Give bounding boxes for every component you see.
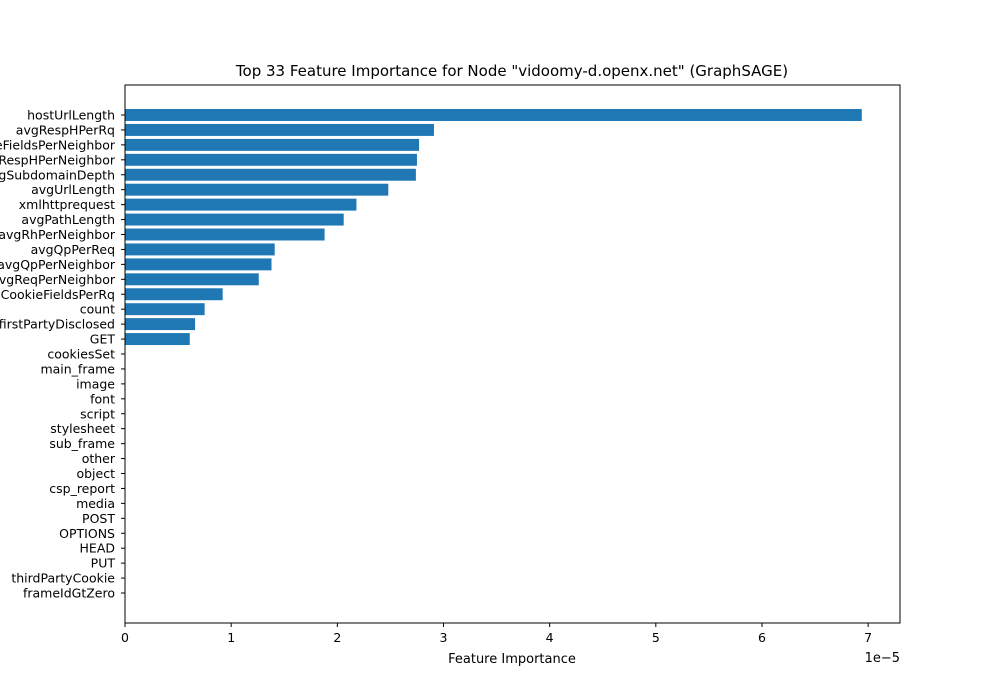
y-tick-label: script	[80, 406, 115, 421]
bar-avgReqPerNeighbor	[125, 273, 259, 286]
y-tick-label: other	[82, 451, 116, 466]
y-tick-label: count	[80, 302, 115, 317]
bar-hostUrlLength	[125, 109, 862, 121]
y-tick-label: OPTIONS	[59, 526, 115, 541]
y-tick-label: avgRespHPerRq	[16, 122, 115, 137]
bars-group	[125, 109, 862, 346]
y-tick-label: avgRhPerNeighbor	[0, 227, 116, 242]
y-tick-label: xmlhttprequest	[19, 197, 115, 212]
bar-avgCookieFieldsPerNeighbor	[125, 138, 420, 151]
bar-avgRhPerNeighbor	[125, 228, 325, 241]
y-tick-label: firstPartyDisclosed	[0, 317, 115, 332]
x-tick-label: 6	[758, 630, 766, 645]
x-tick-label: 7	[864, 630, 872, 645]
y-tick-label: avgUrlLength	[31, 182, 115, 197]
y-tick-label: avgQpPerReq	[31, 242, 115, 257]
y-tick-label: object	[76, 466, 115, 481]
x-tick-label: 0	[121, 630, 129, 645]
y-tick-label: avgReqPerNeighbor	[0, 272, 116, 287]
x-axis-scale-offset: 1e−5	[865, 651, 900, 666]
y-tick-label: frameIdGtZero	[23, 586, 115, 601]
y-tick-label: cookiesSet	[47, 347, 115, 362]
x-tick-label: 1	[227, 630, 235, 645]
y-tick-label: POST	[82, 511, 115, 526]
y-tick-label: GET	[90, 332, 116, 347]
y-tick-label: avgCookieFieldsPerNeighbor	[0, 137, 116, 152]
y-tick-label: HEAD	[80, 541, 115, 556]
y-tick-labels: hostUrlLengthavgRespHPerRqavgCookieField…	[0, 108, 125, 601]
bar-firstPartyDisclosed	[125, 318, 196, 331]
x-tick-label: 5	[652, 630, 660, 645]
y-tick-label: stylesheet	[50, 421, 115, 436]
bar-GET	[125, 333, 190, 346]
bar-avgSubdomainDepth	[125, 168, 416, 181]
bar-count	[125, 303, 205, 316]
y-tick-label: avgRespHPerNeighbor	[0, 152, 116, 167]
bar-avgCookieFieldsPerRq	[125, 288, 223, 301]
bar-avgQpPerNeighbor	[125, 258, 272, 271]
y-tick-label: main_frame	[40, 361, 115, 376]
plot-area-frame	[124, 84, 901, 624]
y-tick-label: font	[90, 391, 115, 406]
y-tick-label: avgQpPerNeighbor	[0, 257, 116, 272]
x-tick-label: 2	[333, 630, 341, 645]
x-tick-labels: 0 1 2 3 4 5 6 7	[121, 623, 872, 645]
bar-avgQpPerReq	[125, 243, 275, 256]
y-tick-label: hostUrlLength	[27, 108, 115, 123]
bar-avgUrlLength	[125, 183, 389, 196]
y-tick-label: media	[76, 496, 115, 511]
bar-xmlhttprequest	[125, 198, 357, 211]
y-tick-label: image	[76, 376, 115, 391]
x-tick-label: 3	[440, 630, 448, 645]
y-tick-label: avgSubdomainDepth	[0, 167, 115, 182]
y-tick-label: avgCookieFieldsPerRq	[0, 287, 115, 302]
bar-avgRespHPerRq	[125, 123, 434, 136]
y-tick-label: PUT	[91, 556, 116, 571]
x-axis-label: Feature Importance	[448, 652, 576, 667]
chart-title: Top 33 Feature Importance for Node "vido…	[235, 62, 788, 80]
y-tick-label: csp_report	[49, 481, 115, 496]
y-tick-label: thirdPartyCookie	[11, 571, 115, 586]
bar-avgPathLength	[125, 213, 344, 226]
bar-avgRespHPerNeighbor	[125, 153, 417, 166]
y-tick-label: avgPathLength	[21, 212, 115, 227]
y-tick-label: sub_frame	[49, 436, 115, 451]
x-tick-label: 4	[546, 630, 554, 645]
